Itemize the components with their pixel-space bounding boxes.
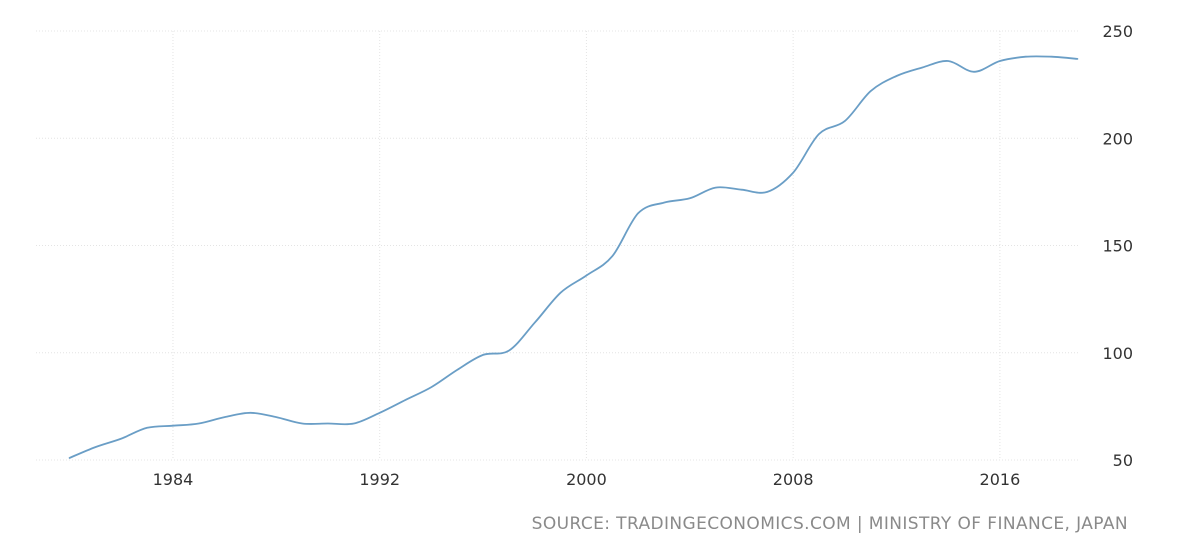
x-tick-label: 1984 xyxy=(153,470,194,489)
x-tick-label: 2000 xyxy=(566,470,607,489)
y-axis-tick-labels: 50 100 150 200 250 xyxy=(1102,22,1133,470)
x-axis-tick-labels: 1984 1992 2000 2008 2016 xyxy=(153,470,1021,489)
y-tick-label: 50 xyxy=(1113,451,1133,470)
y-tick-label: 100 xyxy=(1102,344,1133,363)
y-tick-label: 200 xyxy=(1102,129,1133,148)
horizontal-gridlines xyxy=(36,30,1080,461)
series-line xyxy=(68,55,1079,459)
y-tick-label: 150 xyxy=(1102,237,1133,256)
x-tick-label: 2016 xyxy=(980,470,1021,489)
source-note: SOURCE: TRADINGECONOMICS.COM | MINISTRY … xyxy=(531,514,1128,534)
x-tick-label: 2008 xyxy=(773,470,814,489)
vertical-gridlines xyxy=(172,31,1001,460)
y-tick-label: 250 xyxy=(1102,22,1133,41)
x-tick-label: 1992 xyxy=(359,470,400,489)
line-chart: 1984 1992 2000 2008 2016 50 100 150 200 250 xyxy=(36,22,1133,489)
